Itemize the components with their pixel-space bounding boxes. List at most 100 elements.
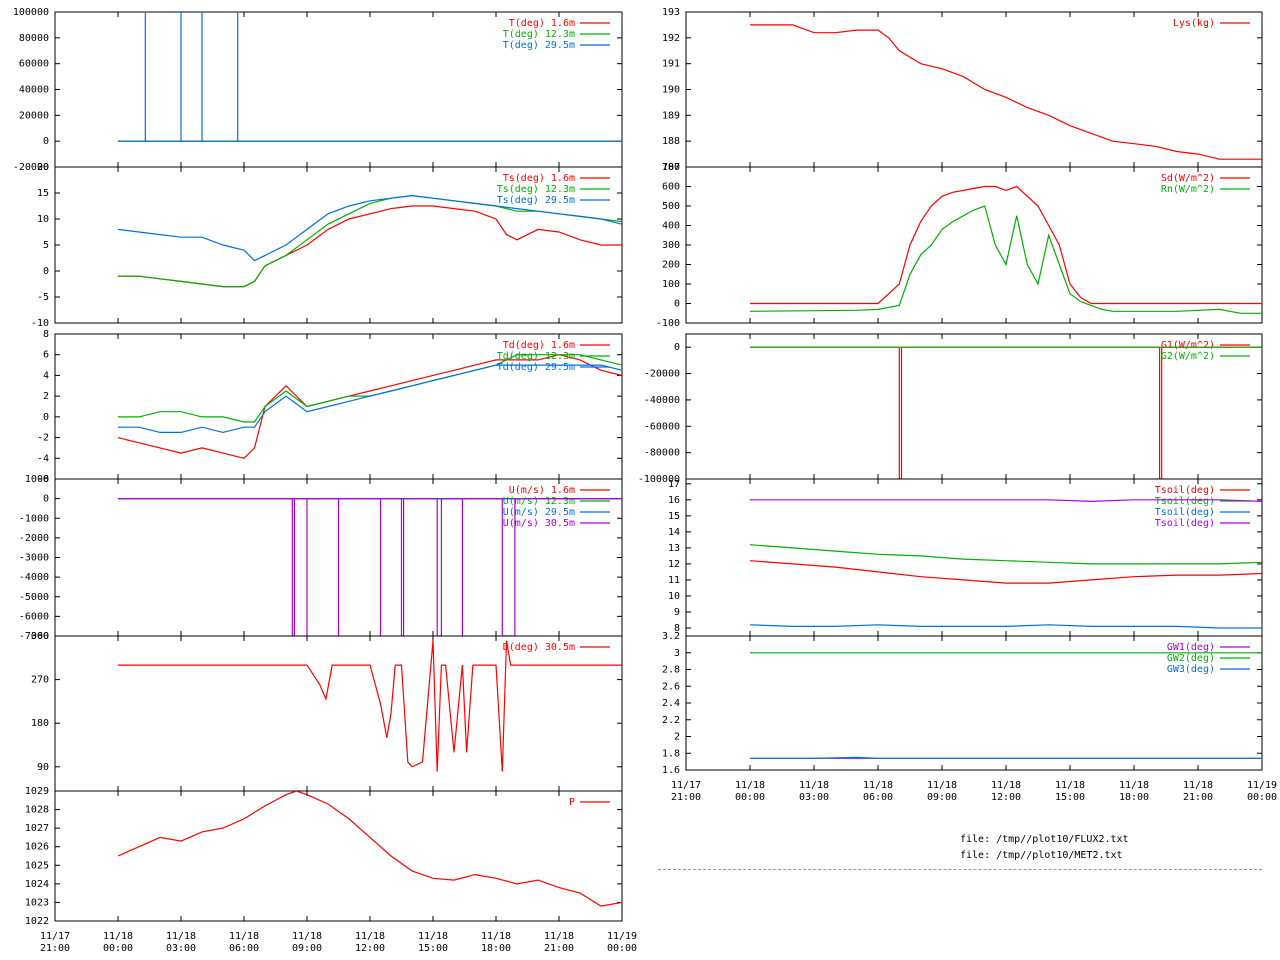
- y-tick-label: -1000: [19, 513, 49, 524]
- y-tick-label: 1.6: [662, 765, 680, 776]
- series-line-2: [118, 194, 622, 288]
- y-tick-label: -5: [37, 292, 49, 303]
- series-line-1: [750, 24, 1262, 160]
- y-tick-label: -20000: [644, 369, 680, 380]
- y-tick-label: 40000: [19, 85, 49, 96]
- footer-file-met: file: /tmp//plot10/MET2.txt: [960, 850, 1123, 861]
- y-tick-label: 187: [662, 162, 680, 173]
- y-tick-label: 100000: [13, 7, 49, 18]
- y-tick-label: 1029: [25, 786, 49, 797]
- y-tick-label: 700: [662, 162, 680, 173]
- x-tick-time: 00:00: [735, 792, 765, 803]
- y-tick-label: 80000: [19, 33, 49, 44]
- y-tick-label: 5: [43, 240, 49, 251]
- series-line-1: [117, 791, 622, 907]
- x-tick-time: 21:00: [671, 792, 701, 803]
- legend-label: Tsoil(deg): [1155, 518, 1215, 529]
- y-tick-label: 15: [668, 511, 680, 522]
- legend-label: Tsoil(deg): [1155, 496, 1215, 507]
- y-tick-label: 14: [668, 527, 680, 538]
- y-tick-label: 600: [662, 182, 680, 193]
- panel-wind_speed: 1000 0 -1000 -2000 -3000 -4000 -5000 -6000 -7000…: [19, 474, 623, 642]
- x-tick-time: 00:00: [103, 943, 133, 954]
- x-tick-time: 21:00: [40, 943, 70, 954]
- panel-groundwater: 3.2 3 2.8 2.6 2.4 2.2 2 1.8 1.6 GW1(deg)GW2(deg)G…: [662, 631, 1263, 776]
- panel-frame: [685, 11, 1263, 168]
- y-tick-label: 500: [662, 201, 680, 212]
- series-line-2: [118, 354, 622, 423]
- y-tick-label: 11: [668, 575, 680, 586]
- panel-lysimeter: 193 192 191 190 189 188 187 Lys(kg): [662, 7, 1263, 173]
- legend-label: Tsoil(deg): [1155, 507, 1215, 518]
- y-tick-label: -10: [31, 318, 49, 329]
- y-tick-label: 4: [43, 370, 49, 381]
- y-tick-label: 16: [668, 495, 680, 506]
- y-tick-label: 60000: [19, 59, 49, 70]
- y-tick-label: 1026: [25, 842, 49, 853]
- y-tick-label: 20: [37, 162, 49, 173]
- x-tick-date: 11/18: [292, 931, 322, 942]
- legend-label: U(m/s) 1.6m: [509, 485, 575, 496]
- y-tick-label: 270: [31, 675, 49, 686]
- x-tick-date: 11/19: [1247, 780, 1277, 791]
- series-line-2: [749, 205, 1262, 314]
- y-tick-label: -60000: [644, 421, 680, 432]
- y-tick-label: 1022: [25, 916, 49, 927]
- legend-label: Ts(deg) 1.6m: [503, 173, 575, 184]
- legend-label: G1(W/m^2): [1161, 340, 1215, 351]
- legend-label: Td(deg) 12.3m: [497, 351, 575, 362]
- legend-label: P: [569, 797, 575, 808]
- legend-label: Tsoil(deg): [1155, 485, 1215, 496]
- y-tick-label: 10: [37, 214, 49, 225]
- series-line-3: [750, 756, 1262, 759]
- x-tick-time: 09:00: [292, 943, 322, 954]
- series-line-1: [118, 205, 622, 288]
- y-tick-label: 300: [662, 240, 680, 251]
- y-tick-label: 17: [668, 479, 680, 490]
- x-tick-date: 11/18: [735, 780, 765, 791]
- legend-label: Ts(deg) 12.3m: [497, 184, 575, 195]
- y-tick-label: -3000: [19, 553, 49, 564]
- y-tick-label: 192: [662, 33, 680, 44]
- legend-label: Td(deg) 1.6m: [503, 340, 575, 351]
- series-line-1: [749, 560, 1262, 584]
- y-tick-label: 189: [662, 110, 680, 121]
- y-tick-label: 3: [674, 648, 680, 659]
- y-tick-label: -4000: [19, 572, 49, 583]
- x-tick-time: 12:00: [355, 943, 385, 954]
- x-tick-date: 11/18: [355, 931, 385, 942]
- x-tick-date: 11/18: [863, 780, 893, 791]
- series-line-4: [118, 498, 622, 636]
- y-tick-label: 1024: [25, 879, 49, 890]
- y-tick-label: 100: [662, 279, 680, 290]
- legend-label: U(m/s) 29.5m: [503, 507, 575, 518]
- y-tick-label: 180: [31, 718, 49, 729]
- panel-radiation: 700 600 500 400 300 200 100 0 -100 Sd(W/m^2)Rn(W/…: [656, 162, 1263, 329]
- y-tick-label: 191: [662, 59, 680, 70]
- legend-label: U(m/s) 12.3m: [503, 496, 575, 507]
- y-tick-label: 1025: [25, 860, 49, 871]
- x-tick-time: 00:00: [607, 943, 637, 954]
- series-line-1: [117, 354, 622, 459]
- y-tick-label: 193: [662, 7, 680, 18]
- y-tick-label: 13: [668, 543, 680, 554]
- legend-label: GW3(deg): [1167, 664, 1215, 675]
- y-tick-label: 1027: [25, 823, 49, 834]
- y-tick-label: 188: [662, 136, 680, 147]
- y-tick-label: 2: [674, 732, 680, 743]
- series-line-3: [118, 364, 622, 434]
- x-tick-date: 11/18: [1055, 780, 1085, 791]
- series-line-3: [749, 624, 1262, 629]
- y-tick-label: 1.8: [662, 748, 680, 759]
- x-tick-date: 11/19: [607, 931, 637, 942]
- y-tick-label: 0: [43, 412, 49, 423]
- x-tick-time: 15:00: [1055, 792, 1085, 803]
- y-tick-label: -6000: [19, 611, 49, 622]
- series-line-4: [750, 499, 1262, 503]
- legend-label: Td(deg) 29.5m: [497, 362, 575, 373]
- x-tick-time: 18:00: [1119, 792, 1149, 803]
- legend-label: G2(W/m^2): [1161, 351, 1215, 362]
- y-tick-label: 360: [31, 631, 49, 642]
